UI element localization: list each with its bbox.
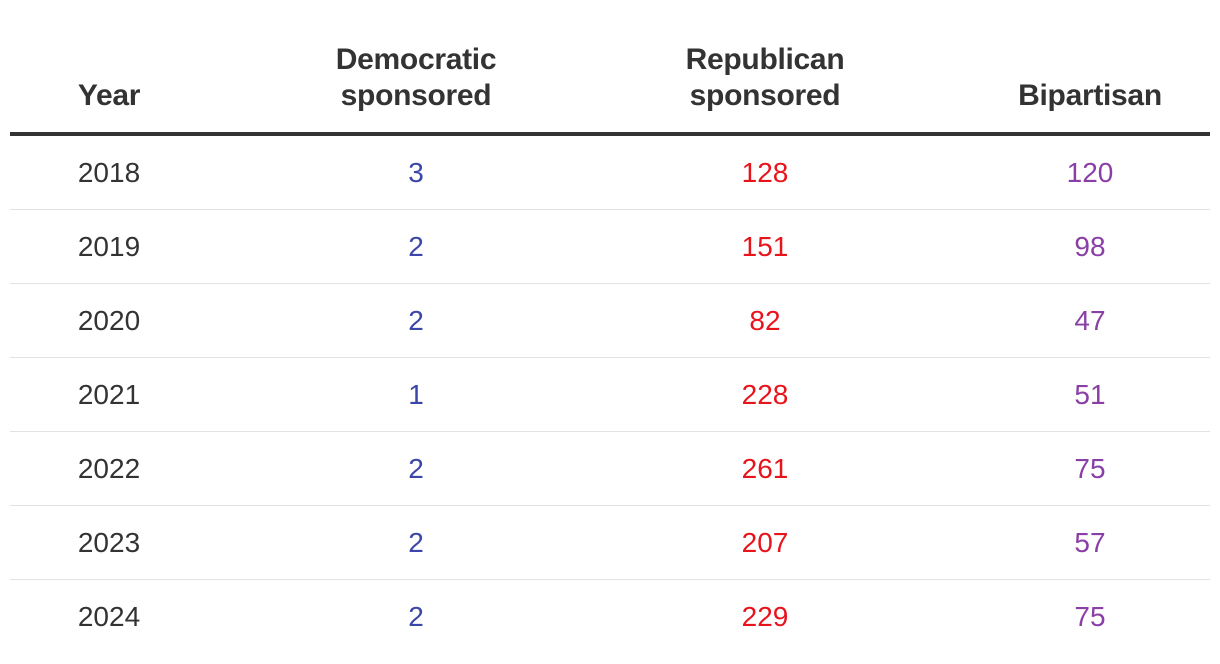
column-header-democratic: Democratic sponsored bbox=[335, 43, 497, 112]
table-row: 2020 2 82 47 bbox=[10, 284, 1210, 358]
cell-republican: 128 bbox=[741, 157, 789, 188]
cell-republican: 229 bbox=[741, 601, 789, 632]
cell-bipartisan: 47 bbox=[1074, 305, 1106, 336]
cell-republican: 207 bbox=[741, 527, 789, 558]
cell-republican: 228 bbox=[741, 379, 789, 410]
column-header-republican: Republican sponsored bbox=[685, 43, 845, 112]
cell-year: 2021 bbox=[77, 379, 141, 410]
cell-bipartisan: 51 bbox=[1074, 379, 1106, 410]
cell-democratic: 2 bbox=[408, 453, 424, 484]
sponsorship-table: Year Democratic sponsored Republican spo… bbox=[10, 0, 1210, 654]
cell-year: 2020 bbox=[77, 305, 141, 336]
table-body: 2018 3 128 120 2019 2 151 98 2020 2 82 47 2021 1 228 51… bbox=[10, 136, 1210, 654]
cell-bipartisan: 98 bbox=[1074, 231, 1106, 262]
table-row: 2021 1 228 51 bbox=[10, 358, 1210, 432]
cell-bipartisan: 120 bbox=[1066, 157, 1114, 188]
cell-bipartisan: 75 bbox=[1074, 601, 1106, 632]
cell-republican: 151 bbox=[741, 231, 789, 262]
column-header-bipartisan: Bipartisan bbox=[1018, 79, 1162, 112]
column-header-year: Year bbox=[77, 79, 141, 112]
table-row: 2022 2 261 75 bbox=[10, 432, 1210, 506]
cell-democratic: 2 bbox=[408, 527, 424, 558]
cell-democratic: 2 bbox=[408, 305, 424, 336]
cell-democratic: 2 bbox=[408, 231, 424, 262]
cell-year: 2024 bbox=[77, 601, 141, 632]
cell-democratic: 3 bbox=[408, 157, 424, 188]
cell-republican: 82 bbox=[749, 305, 781, 336]
cell-year: 2022 bbox=[77, 453, 141, 484]
table-header: Year Democratic sponsored Republican spo… bbox=[10, 0, 1210, 136]
cell-year: 2018 bbox=[77, 157, 141, 188]
cell-bipartisan: 57 bbox=[1074, 527, 1106, 558]
cell-year: 2023 bbox=[77, 527, 141, 558]
cell-democratic: 2 bbox=[408, 601, 424, 632]
cell-year: 2019 bbox=[77, 231, 141, 262]
table-row: 2024 2 229 75 bbox=[10, 580, 1210, 654]
cell-republican: 261 bbox=[741, 453, 789, 484]
table-row: 2023 2 207 57 bbox=[10, 506, 1210, 580]
cell-democratic: 1 bbox=[408, 379, 424, 410]
cell-bipartisan: 75 bbox=[1074, 453, 1106, 484]
table-row: 2018 3 128 120 bbox=[10, 136, 1210, 210]
table-row: 2019 2 151 98 bbox=[10, 210, 1210, 284]
